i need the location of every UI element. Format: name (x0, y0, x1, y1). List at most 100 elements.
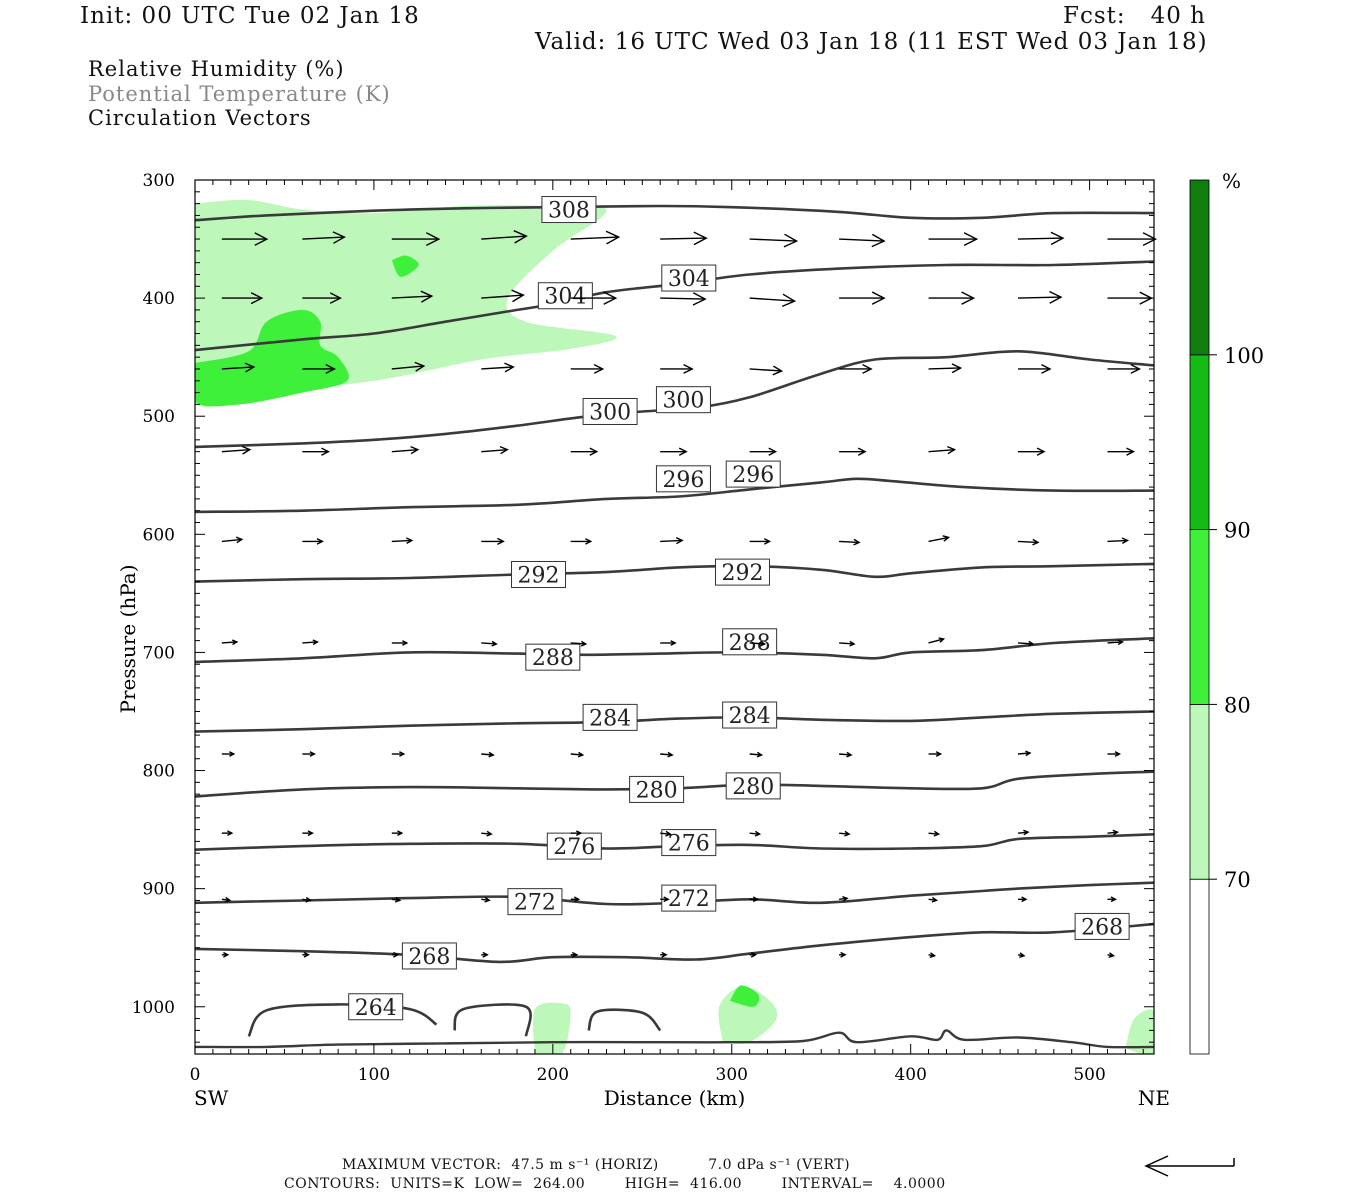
theta-contour-276 (195, 833, 1154, 851)
contour-info: CONTOURS: UNITS=K LOW= 264.00 HIGH= 416.… (284, 1176, 946, 1192)
y-tick-label: 500 (143, 407, 175, 427)
contour-label-box (722, 701, 778, 729)
circulation-vector (660, 292, 707, 306)
contour-label-272: 272 (668, 887, 710, 912)
circulation-vector (749, 538, 772, 545)
rh-shading-layer (195, 199, 1154, 1054)
field-title-rh: Relative Humidity (%) (88, 57, 345, 81)
circulation-vector (660, 640, 677, 646)
contour-label-box (725, 460, 781, 488)
init-time: Init: 00 UTC Tue 02 Jan 18 (80, 3, 420, 29)
circulation-vector (302, 363, 336, 374)
circulation-vector (302, 231, 346, 244)
circulation-vector (749, 951, 758, 958)
circulation-vector (391, 361, 426, 372)
circulation-vector (660, 447, 688, 456)
y-tick-label: 400 (143, 289, 175, 309)
colorbar-unit: % (1222, 169, 1241, 193)
rh-region-80 (391, 255, 419, 277)
y-tick-label: 800 (143, 762, 175, 782)
circulation-vector (221, 896, 232, 903)
circulation-vector (928, 637, 946, 644)
circulation-vector (221, 232, 269, 246)
contour-label-300: 300 (589, 400, 631, 425)
circulation-vector (660, 363, 694, 374)
contour-label-box (722, 628, 778, 656)
circulation-vector (928, 535, 951, 543)
circulation-vector (302, 830, 314, 837)
colorbar-segment (1189, 878, 1210, 1055)
contour-label-284: 284 (589, 706, 631, 731)
y-tick-label: 900 (143, 880, 175, 900)
x-tick-label: 200 (537, 1065, 569, 1085)
axis-layer: 0 100 200 300 400 500 300 400 500 600 700 800 900 100… (116, 171, 1170, 1110)
circulation-vector (839, 751, 853, 758)
circulation-vector (749, 640, 767, 647)
circulation-vector (391, 751, 406, 757)
circulation-vector (570, 951, 579, 958)
circulation-vector (221, 751, 236, 757)
colorbar-segment (1189, 354, 1210, 530)
contour-label-296: 296 (732, 463, 774, 488)
circulation-vector (391, 951, 400, 958)
circulation-vector (391, 445, 420, 455)
theta-contour-264 (453, 1003, 532, 1037)
circulation-vector (749, 896, 760, 903)
theta-contour-264 (247, 1003, 438, 1038)
vector-layer (221, 230, 1158, 958)
x-tick-label: 100 (358, 1065, 390, 1085)
plot-frame (194, 179, 1155, 1055)
circulation-vector (749, 233, 799, 248)
circulation-vector (391, 640, 409, 646)
colorbar-segment (1189, 179, 1210, 356)
circulation-vector (1107, 363, 1142, 374)
circulation-vector (1017, 640, 1035, 647)
circulation-vector (928, 751, 943, 757)
contour-label-296: 296 (662, 468, 704, 493)
circulation-vector (391, 896, 402, 903)
contour-label-276: 276 (668, 832, 710, 857)
circulation-vector (928, 232, 979, 247)
circulation-vector (302, 639, 319, 646)
circulation-vector (570, 896, 581, 903)
circulation-vector (660, 751, 674, 758)
circulation-vector (481, 830, 493, 837)
theta-contour-284 (195, 710, 1154, 733)
contour-label-box (401, 942, 457, 970)
circulation-vector (302, 292, 342, 304)
circulation-vector (839, 830, 851, 837)
max-vector-note: MAXIMUM VECTOR: 47.5 m s⁻¹ (HORIZ) 7.0 d… (342, 1157, 851, 1173)
field-title-theta: Potential Temperature (K) (88, 82, 391, 106)
x-tick-label: 0 (190, 1065, 201, 1085)
contour-label-box (348, 993, 404, 1021)
circulation-vector (1107, 896, 1118, 903)
circulation-vector (481, 537, 505, 546)
x-tick-label: 400 (894, 1065, 926, 1085)
x-axis-title: Distance (km) (604, 1086, 746, 1110)
circulation-vector (391, 830, 404, 837)
y-tick-label: 1000 (132, 998, 175, 1018)
colorbar-tick-label: 70 (1224, 868, 1251, 892)
circulation-vector (570, 830, 583, 837)
field-title-vectors: Circulation Vectors (88, 106, 312, 130)
y-tick-label: 300 (143, 171, 175, 191)
circulation-vector (928, 445, 957, 455)
circulation-vector (570, 230, 621, 245)
circulation-vector (839, 538, 861, 546)
circulation-vector (391, 537, 414, 545)
contour-label-268: 268 (1081, 915, 1123, 940)
colorbar-tick-label: 80 (1224, 693, 1251, 717)
circulation-vector (839, 233, 886, 248)
circulation-vector (221, 445, 252, 455)
circulation-vector (221, 362, 256, 373)
circulation-vector (1017, 750, 1032, 757)
contour-label-box (537, 282, 593, 310)
circulation-vector (1107, 537, 1130, 545)
circulation-vector (570, 447, 599, 456)
colorbar-segment (1189, 704, 1210, 880)
contour-label-box (1074, 912, 1130, 940)
contour-label-272: 272 (514, 891, 556, 916)
reference-vector-arrow (1144, 1155, 1235, 1177)
circulation-vector (481, 445, 509, 455)
